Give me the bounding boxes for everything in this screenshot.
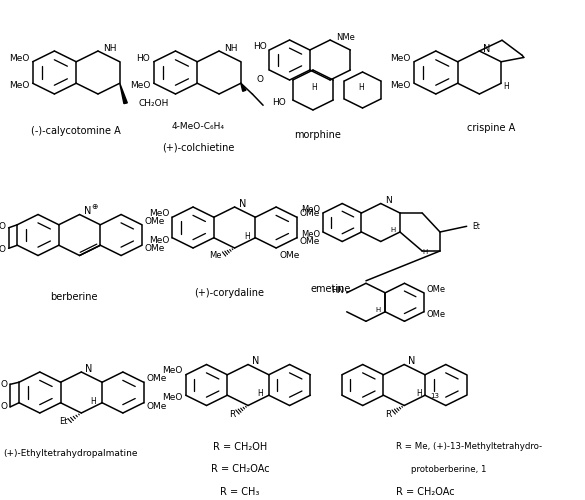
Text: OMe: OMe — [145, 217, 165, 226]
Text: R = CH₂OAc: R = CH₂OAc — [396, 486, 455, 496]
Text: MeO: MeO — [149, 209, 169, 218]
Text: 4-MeO-C₆H₄: 4-MeO-C₆H₄ — [171, 122, 225, 130]
Text: MeO: MeO — [9, 81, 29, 90]
Text: MeO: MeO — [390, 81, 411, 90]
Text: H: H — [376, 308, 380, 314]
Text: 13: 13 — [431, 393, 439, 399]
Text: O: O — [256, 76, 263, 84]
Text: H: H — [257, 389, 263, 398]
Text: H: H — [358, 83, 364, 92]
Text: H: H — [422, 250, 428, 256]
Text: ⊕: ⊕ — [91, 202, 98, 211]
Text: R = CH₂OH: R = CH₂OH — [213, 442, 267, 452]
Text: R = CH₃: R = CH₃ — [221, 486, 260, 496]
Polygon shape — [241, 84, 246, 92]
Text: protoberberine, 1: protoberberine, 1 — [411, 464, 486, 473]
Text: HO: HO — [253, 42, 267, 51]
Text: OMe: OMe — [145, 244, 165, 253]
Text: MeO: MeO — [9, 54, 29, 62]
Text: NH: NH — [102, 44, 116, 53]
Text: HO: HO — [136, 54, 150, 62]
Text: MeO: MeO — [163, 393, 183, 402]
Text: berberine: berberine — [50, 292, 98, 302]
Text: OMe: OMe — [426, 286, 446, 294]
Text: OMe: OMe — [147, 374, 167, 383]
Text: O: O — [1, 380, 8, 389]
Text: MeO: MeO — [149, 236, 169, 244]
Text: N: N — [408, 356, 416, 366]
Text: OMe: OMe — [300, 237, 320, 246]
Text: (+)-corydaline: (+)-corydaline — [194, 288, 264, 298]
Text: OMe: OMe — [426, 310, 446, 320]
Text: emetine: emetine — [311, 284, 352, 294]
Text: NMe: NMe — [336, 33, 355, 42]
Text: N: N — [483, 44, 491, 54]
Text: Et: Et — [473, 222, 480, 231]
Text: Me: Me — [209, 252, 222, 260]
Text: H: H — [390, 228, 395, 234]
Text: N: N — [385, 196, 391, 205]
Text: H: H — [311, 83, 317, 92]
Polygon shape — [120, 84, 128, 103]
Text: H: H — [91, 397, 97, 406]
Text: R = CH₂OAc: R = CH₂OAc — [211, 464, 270, 474]
Text: O: O — [1, 402, 8, 411]
Text: HN: HN — [331, 286, 344, 295]
Text: R = Me, (+)-13-Methyltetrahydro-: R = Me, (+)-13-Methyltetrahydro- — [396, 442, 542, 451]
Text: MeO: MeO — [301, 230, 320, 239]
Text: Et: Et — [58, 418, 67, 426]
Text: N: N — [84, 206, 92, 216]
Text: N: N — [85, 364, 93, 374]
Text: O: O — [0, 222, 6, 232]
Text: (+)-colchietine: (+)-colchietine — [162, 143, 235, 153]
Text: OMe: OMe — [147, 402, 167, 411]
Text: MeO: MeO — [390, 54, 411, 62]
Text: R: R — [385, 410, 391, 419]
Text: NH: NH — [223, 44, 238, 53]
Text: (-)-calycotomine A: (-)-calycotomine A — [31, 126, 121, 136]
Text: N: N — [239, 199, 246, 209]
Text: MeO: MeO — [301, 205, 320, 214]
Text: MeO: MeO — [163, 366, 183, 375]
Text: N: N — [252, 356, 260, 366]
Text: H: H — [416, 389, 422, 398]
Text: OMe: OMe — [300, 209, 320, 218]
Text: CH₂OH: CH₂OH — [139, 99, 169, 108]
Text: H: H — [504, 82, 510, 91]
Text: morphine: morphine — [294, 130, 341, 140]
Text: (+)-Ethyltetrahydropalmatine: (+)-Ethyltetrahydropalmatine — [4, 450, 138, 458]
Text: O: O — [0, 245, 6, 254]
Text: MeO: MeO — [130, 81, 150, 90]
Text: R: R — [229, 410, 235, 419]
Text: H: H — [244, 232, 250, 241]
Text: HO: HO — [272, 98, 285, 107]
Text: OMe: OMe — [279, 250, 300, 260]
Text: crispine A: crispine A — [467, 124, 515, 134]
